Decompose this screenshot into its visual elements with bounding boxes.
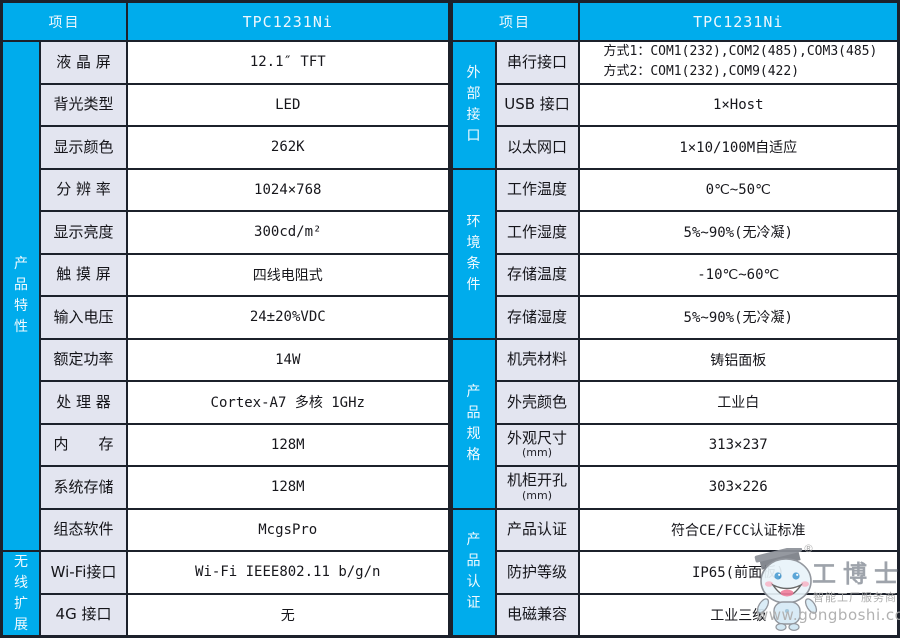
row-value: -10℃~60℃	[579, 254, 897, 295]
row-label: 外壳颜色	[496, 382, 578, 423]
group-wireless-expansion: 无线扩展	[3, 552, 39, 635]
left-header-model: TPC1231Ni	[128, 3, 448, 40]
row-label: 防护等级	[496, 552, 578, 593]
row-label: 触 摸 屏	[41, 254, 126, 295]
row-value: 300cd/m²	[128, 212, 448, 253]
row-label: 输入电压	[41, 297, 126, 338]
group-label: 无线扩展	[13, 553, 28, 633]
group-environment-conditions: 环境条件	[452, 169, 495, 338]
group-label: 外部接口	[466, 64, 481, 144]
row-value: 5%~90%(无冷凝)	[579, 297, 897, 338]
row-label: 工作温度	[496, 169, 578, 210]
row-value: 24±20%VDC	[128, 297, 448, 338]
row-label: 机壳材料	[496, 339, 578, 380]
row-label-dimensions: 外观尺寸 (mm)	[496, 424, 578, 465]
row-label: 机柜开孔	[506, 471, 567, 490]
row-label: 产品认证	[496, 509, 578, 550]
row-value: 1×Host	[579, 84, 897, 125]
group-product-specs: 产品规格	[452, 339, 495, 508]
row-value: 12.1″ TFT	[128, 42, 448, 83]
row-value: 符合CE/FCC认证标准	[579, 509, 897, 550]
row-label: 外观尺寸	[506, 428, 567, 447]
row-value: Wi-Fi IEEE802.11 b/g/n	[128, 552, 448, 593]
row-value: Cortex-A7 多核 1GHz	[128, 382, 448, 423]
row-value: 1024×768	[128, 169, 448, 210]
row-label: USB 接口	[496, 84, 578, 125]
row-value-serial-ports: 方式1：COM1(232),COM2(485),COM3(485) 方式2：CO…	[579, 42, 897, 83]
row-label-cutout: 机柜开孔 (mm)	[496, 467, 578, 508]
row-value: 313×237	[579, 424, 897, 465]
row-label: 串行接口	[496, 42, 578, 83]
row-value: 工业三级	[579, 594, 897, 635]
row-value: 128M	[128, 424, 448, 465]
serial-mode-2: 方式2：COM1(232),COM9(422)	[603, 64, 800, 80]
row-label: 工作湿度	[496, 212, 578, 253]
row-value: 工业白	[579, 382, 897, 423]
row-value: 0℃~50℃	[579, 169, 897, 210]
row-label: 电磁兼容	[496, 594, 578, 635]
row-value: 128M	[128, 467, 448, 508]
row-label-unit: (mm)	[521, 488, 552, 502]
group-label: 产品规格	[466, 383, 481, 463]
right-header-item: 项目	[452, 3, 578, 40]
row-label: Wi-Fi接口	[41, 552, 126, 593]
row-value: 铸铝面板	[579, 339, 897, 380]
group-label: 环境条件	[466, 213, 481, 293]
group-label: 产品特性	[13, 256, 28, 335]
row-value: LED	[128, 84, 448, 125]
row-value: 四线电阻式	[128, 254, 448, 295]
row-label: 4G 接口	[41, 594, 126, 635]
row-value: 无	[128, 594, 448, 635]
row-label: 分 辨 率	[41, 169, 126, 210]
row-label: 存储湿度	[496, 297, 578, 338]
row-label: 组态软件	[41, 509, 126, 550]
row-label-unit: (mm)	[521, 446, 552, 460]
row-value: McgsPro	[128, 509, 448, 550]
right-header-model: TPC1231Ni	[579, 3, 897, 40]
row-value: 14W	[128, 339, 448, 380]
row-label: 系统存储	[41, 467, 126, 508]
row-label: 显示亮度	[41, 212, 126, 253]
row-label: 液 晶 屏	[41, 42, 126, 83]
row-value: IP65(前面板)	[579, 552, 897, 593]
serial-mode-1: 方式1：COM1(232),COM2(485),COM3(485)	[603, 44, 878, 60]
left-header-item: 项目	[3, 3, 126, 40]
row-value: 262K	[128, 127, 448, 168]
row-value: 303×226	[579, 467, 897, 508]
right-table: 项目 TPC1231Ni 外部接口 环境条件 产品规格 产品认证 串行接口 方式…	[452, 3, 897, 635]
group-product-features: 产品特性	[3, 42, 39, 550]
row-label: 内 存	[41, 424, 126, 465]
row-label: 额定功率	[41, 339, 126, 380]
row-value: 1×10/100M自适应	[579, 127, 897, 168]
row-label: 显示颜色	[41, 127, 126, 168]
row-label: 背光类型	[41, 84, 126, 125]
left-table: 项目 TPC1231Ni 产品特性 无线扩展 液 晶 屏 12.1″ TFT 背…	[3, 3, 448, 635]
group-certifications: 产品认证	[452, 509, 495, 635]
row-label: 存储温度	[496, 254, 578, 295]
row-value: 5%~90%(无冷凝)	[579, 212, 897, 253]
group-external-interfaces: 外部接口	[452, 42, 495, 168]
row-label: 处 理 器	[41, 382, 126, 423]
row-label: 以太网口	[496, 127, 578, 168]
group-label: 产品认证	[466, 532, 481, 612]
